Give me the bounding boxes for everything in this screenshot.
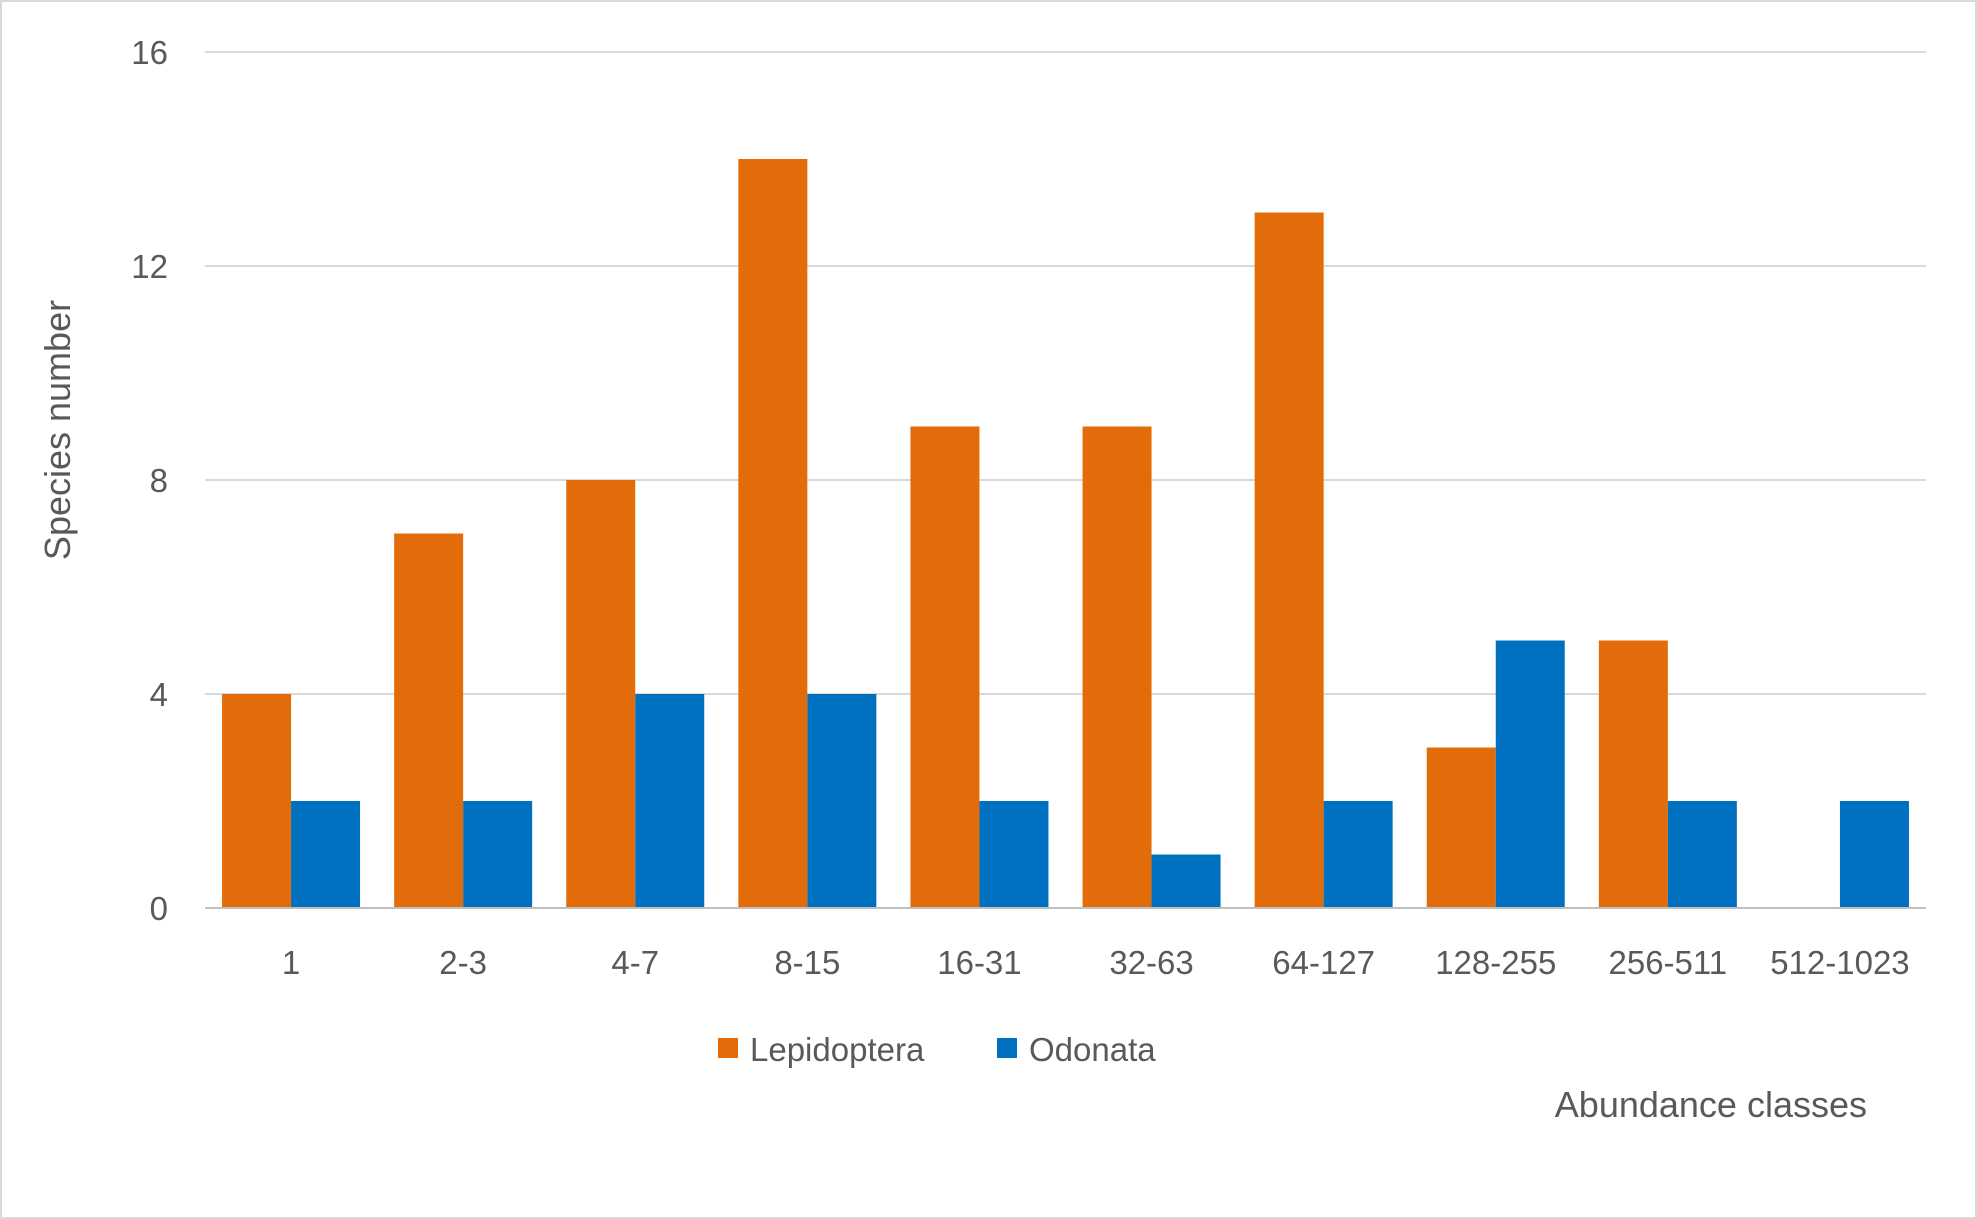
x-tick-label: 128-255 [1435,944,1556,981]
y-tick-label: 0 [150,890,168,927]
bar-lepidoptera-8-15 [738,159,808,908]
y-tick-label: 16 [131,34,168,71]
x-tick-label: 32-63 [1109,944,1193,981]
legend-label-lepidoptera: Lepidoptera [750,1031,925,1068]
y-tick-label: 8 [150,462,168,499]
bar-odonata-128-255 [1495,640,1565,908]
bar-odonata-2-3 [463,801,533,908]
bar-odonata-512-1023 [1839,801,1909,908]
bar-lepidoptera-1 [222,694,292,908]
x-tick-label: 2-3 [439,944,487,981]
bar-lepidoptera-128-255 [1426,747,1496,908]
bar-lepidoptera-32-63 [1082,426,1152,908]
legend-label-odonata: Odonata [1029,1031,1156,1068]
x-tick-label: 64-127 [1272,944,1375,981]
bar-odonata-4-7 [635,694,705,908]
bar-odonata-256-511 [1667,801,1737,908]
x-tick-label: 256-511 [1609,944,1728,981]
x-axis-ticks: 1 2-3 4-7 8-15 16-31 32-63 64-127 128-255 256-51… [282,944,1910,981]
legend: Lepidoptera Odonata [718,1031,1156,1068]
x-axis-title: Abundance classes [1555,1084,1867,1125]
y-axis-ticks: 0 4 8 12 16 [131,34,168,927]
bar-lepidoptera-4-7 [566,480,636,908]
bar-odonata-64-127 [1323,801,1393,908]
bar-odonata-8-15 [807,694,877,908]
bar-lepidoptera-2-3 [394,533,464,908]
legend-swatch-lepidoptera [718,1038,738,1058]
bar-odonata-32-63 [1151,854,1221,908]
bars [205,159,1926,909]
bar-odonata-1 [291,801,361,908]
x-tick-label: 1 [282,944,300,981]
x-tick-label: 16-31 [937,944,1021,981]
bar-lepidoptera-256-511 [1598,640,1668,908]
bar-lepidoptera-16-31 [910,426,980,908]
y-tick-label: 12 [131,248,168,285]
x-tick-label: 4-7 [611,944,659,981]
y-axis-title: Species number [37,300,78,560]
bar-lepidoptera-64-127 [1254,212,1324,908]
bar-odonata-16-31 [979,801,1049,908]
y-tick-label: 4 [150,676,168,713]
x-tick-label: 8-15 [774,944,840,981]
x-tick-label: 512-1023 [1770,944,1909,981]
legend-swatch-odonata [997,1038,1017,1058]
